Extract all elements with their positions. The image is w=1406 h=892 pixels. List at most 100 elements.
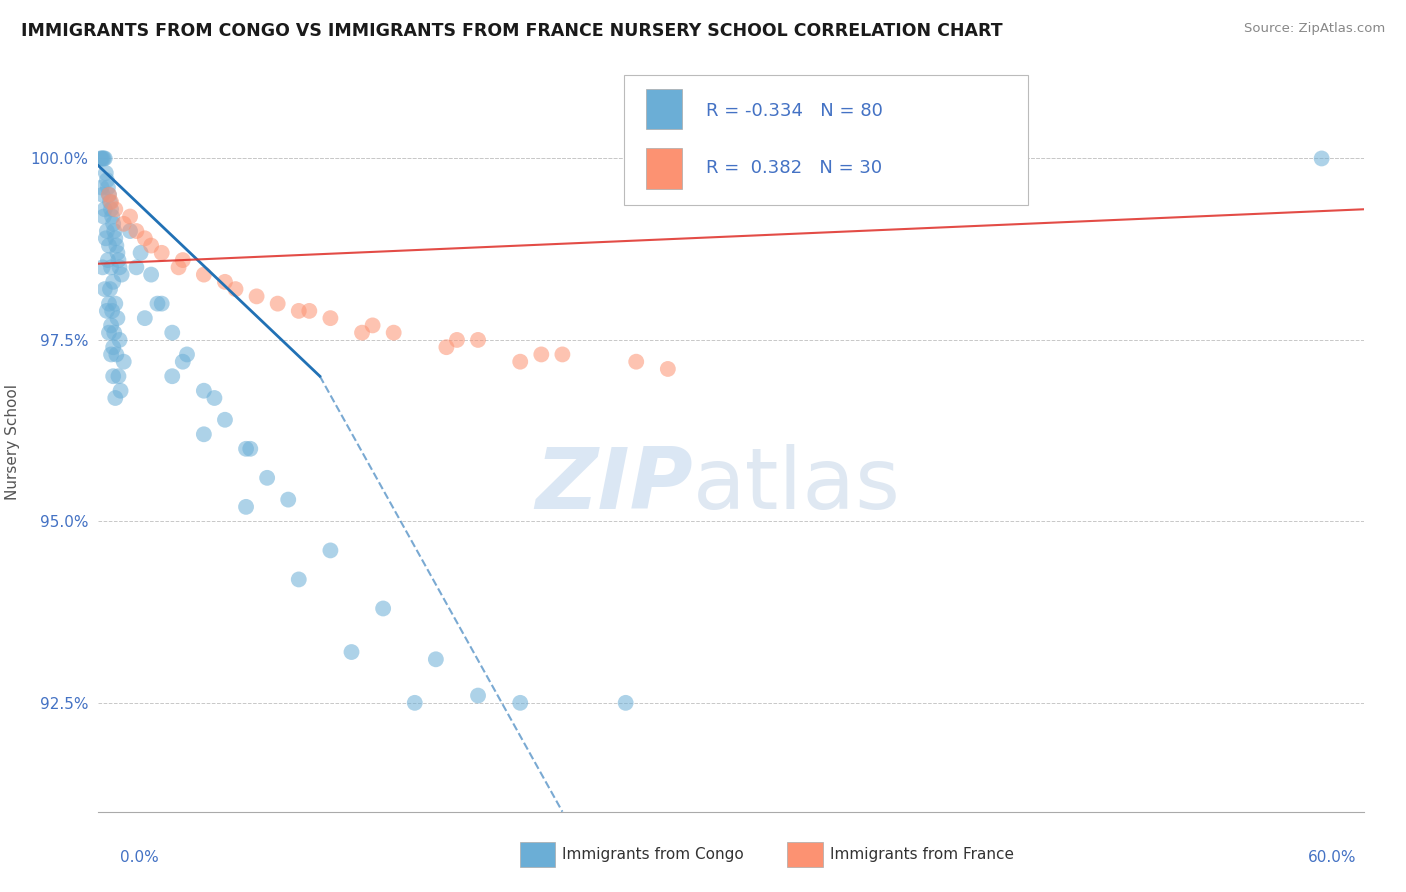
Point [446, 333, 468, 347]
Point [101, 304, 124, 318]
Point [382, 326, 405, 340]
Point [425, 652, 447, 666]
Point [1310, 152, 1333, 166]
Point [404, 696, 426, 710]
Point [150, 296, 173, 310]
Point [125, 224, 148, 238]
Point [96, 173, 118, 187]
Point [134, 231, 156, 245]
Point [96, 304, 118, 318]
Point [509, 354, 531, 368]
Point [120, 224, 141, 238]
Point [103, 340, 124, 354]
Point [98, 282, 121, 296]
Point [98, 296, 121, 310]
Point [509, 696, 531, 710]
Point [235, 442, 257, 456]
Point [107, 311, 129, 326]
Point [214, 275, 236, 289]
Point [93, 210, 115, 224]
Point [104, 391, 127, 405]
Point [167, 260, 190, 275]
Point [202, 391, 225, 405]
Point [298, 304, 321, 318]
Text: R =  0.382   N = 30: R = 0.382 N = 30 [706, 160, 882, 178]
Y-axis label: Nursery School: Nursery School [4, 384, 20, 500]
Point [98, 326, 121, 340]
Point [467, 689, 489, 703]
Point [467, 333, 489, 347]
Point [112, 354, 135, 368]
Point [100, 347, 122, 361]
Point [101, 210, 124, 224]
Point [266, 296, 290, 310]
Point [90, 152, 112, 166]
Point [103, 326, 125, 340]
Point [112, 217, 135, 231]
Point [162, 326, 183, 340]
Text: 60.0%: 60.0% [1309, 850, 1357, 865]
Point [361, 318, 384, 333]
Point [340, 645, 363, 659]
Point [90, 152, 112, 166]
Point [107, 253, 129, 268]
Point [103, 224, 125, 238]
FancyBboxPatch shape [647, 89, 682, 129]
Point [172, 354, 194, 368]
Point [104, 202, 127, 217]
Point [98, 187, 121, 202]
Text: Immigrants from Congo: Immigrants from Congo [562, 847, 744, 862]
Point [97, 253, 120, 268]
Point [235, 500, 257, 514]
Point [107, 369, 129, 384]
Point [93, 282, 117, 296]
Point [107, 245, 129, 260]
Point [352, 326, 374, 340]
Point [319, 311, 342, 326]
Point [193, 268, 215, 282]
Point [108, 333, 131, 347]
Point [93, 152, 115, 166]
Point [98, 238, 121, 252]
Point [110, 384, 132, 398]
Point [103, 369, 124, 384]
Text: R = -0.334   N = 80: R = -0.334 N = 80 [706, 103, 883, 120]
Point [146, 296, 169, 310]
Point [287, 304, 309, 318]
Point [141, 238, 163, 252]
Point [214, 413, 236, 427]
Point [105, 238, 128, 252]
Point [371, 601, 394, 615]
Point [91, 152, 114, 166]
Point [551, 347, 574, 361]
Point [277, 492, 299, 507]
Point [104, 296, 127, 310]
Point [104, 231, 127, 245]
Point [176, 347, 198, 361]
Point [100, 202, 122, 217]
Point [225, 282, 247, 296]
Text: ZIP: ZIP [536, 444, 693, 527]
Point [91, 187, 114, 202]
Point [94, 166, 117, 180]
Point [246, 289, 269, 303]
Point [108, 260, 131, 275]
Point [150, 245, 173, 260]
Point [103, 217, 124, 231]
Text: Immigrants from France: Immigrants from France [830, 847, 1014, 862]
Point [120, 210, 141, 224]
Point [193, 384, 215, 398]
Point [125, 260, 148, 275]
FancyBboxPatch shape [647, 148, 682, 189]
Text: IMMIGRANTS FROM CONGO VS IMMIGRANTS FROM FRANCE NURSERY SCHOOL CORRELATION CHART: IMMIGRANTS FROM CONGO VS IMMIGRANTS FROM… [21, 22, 1002, 40]
Point [100, 318, 122, 333]
Point [319, 543, 342, 558]
Point [96, 224, 118, 238]
Point [103, 275, 124, 289]
Text: 0.0%: 0.0% [120, 850, 159, 865]
Point [172, 253, 194, 268]
Point [100, 260, 122, 275]
Point [436, 340, 458, 354]
Point [614, 696, 637, 710]
Point [93, 202, 117, 217]
